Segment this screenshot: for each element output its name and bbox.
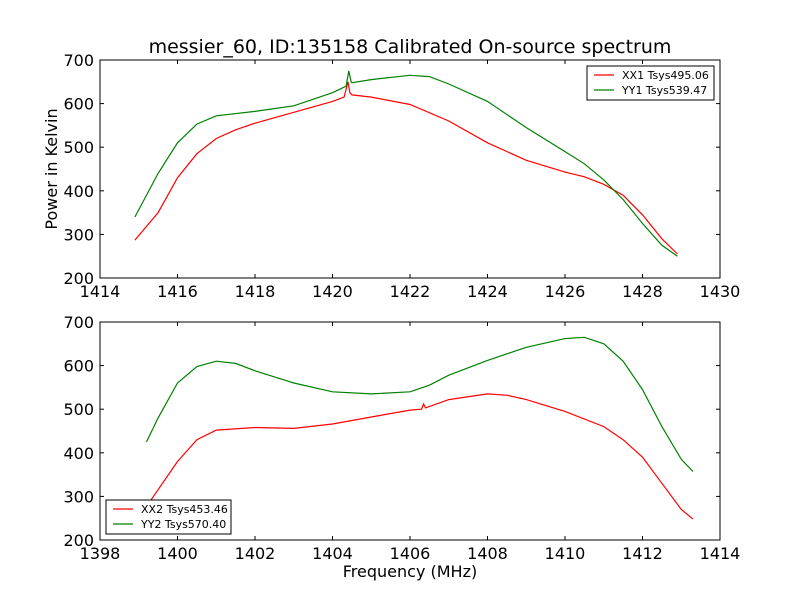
legend-box [586, 65, 715, 101]
x-tick-label: 1420 [312, 282, 353, 301]
legend-box [105, 499, 232, 535]
x-tick-label: 1414 [700, 544, 741, 563]
y-tick-label: 600 [63, 95, 94, 114]
y-tick-label: 600 [63, 357, 94, 376]
y-tick-label: 700 [63, 313, 94, 332]
x-tick-label: 1428 [622, 282, 663, 301]
x-tick-label: 1410 [545, 544, 586, 563]
y-tick-label: 400 [63, 444, 94, 463]
series-line-yy2 [145, 336, 694, 472]
x-tick-label: 1422 [390, 282, 431, 301]
x-tick-label: 1412 [622, 544, 663, 563]
series-line-yy1 [134, 70, 678, 257]
y-tick-label: 400 [63, 182, 94, 201]
x-tick-label: 1414 [80, 282, 121, 301]
x-tick-label: 1424 [467, 282, 508, 301]
subplot-2: 1398 1400 1402 1404 1406 1408 1410 1412 1414 200 3… [63, 313, 740, 581]
y-tick-label: 300 [63, 225, 94, 244]
x-tick-label: 1416 [157, 282, 198, 301]
y-tick-label: 700 [63, 51, 94, 70]
series-line-xx2 [149, 393, 694, 520]
chart-title: messier_60, ID:135158 Calibrated On-sour… [149, 36, 672, 58]
subplot-1: 1414 1416 1418 1420 1422 1424 1426 1428 1430 200 3… [42, 36, 740, 301]
y-tick-label: 500 [63, 138, 94, 157]
x-tick-label: 1430 [700, 282, 741, 301]
legend-label: YY2 Tsys570.40 [140, 518, 226, 531]
x-tick-label: 1400 [157, 544, 198, 563]
series-line-xx1 [134, 81, 678, 255]
y-axis-label: Power in Kelvin [42, 108, 61, 229]
legend-label: XX2 Tsys453.46 [141, 503, 228, 516]
y-tick-label: 200 [63, 269, 94, 288]
x-tick-label: 1404 [312, 544, 353, 563]
x-tick-label: 1402 [235, 544, 276, 563]
x-tick-label: 1418 [235, 282, 276, 301]
legend-label: XX1 Tsys495.06 [622, 69, 709, 82]
x-tick-label: 1408 [467, 544, 508, 563]
x-tick-label: 1406 [390, 544, 431, 563]
x-tick-label: 1398 [80, 544, 121, 563]
y-tick-label: 300 [63, 487, 94, 506]
x-axis-label: Frequency (MHz) [343, 562, 477, 581]
legend: XX2 Tsys453.46 YY2 Tsys570.40 [105, 499, 232, 535]
x-tick-label: 1426 [545, 282, 586, 301]
legend-label: YY1 Tsys539.47 [621, 84, 707, 97]
legend: XX1 Tsys495.06 YY1 Tsys539.47 [586, 65, 715, 101]
y-tick-label: 500 [63, 400, 94, 419]
y-tick-label: 200 [63, 531, 94, 550]
